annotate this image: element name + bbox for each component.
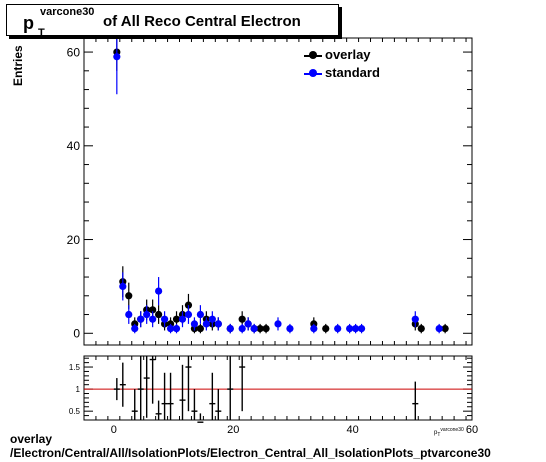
chart-title-text: of All Reco Central Electron [103, 13, 301, 30]
point-standard [357, 324, 366, 333]
point-overlay [322, 324, 330, 333]
point-standard [196, 310, 204, 319]
point-standard [238, 324, 246, 333]
point-standard [119, 282, 127, 291]
point-overlay [155, 310, 163, 319]
point-overlay [149, 306, 157, 314]
point-standard [166, 324, 175, 333]
legend-item-standard: standard [300, 65, 410, 81]
point-standard [202, 320, 210, 328]
ratio-x-tick-label: 40 [346, 424, 358, 436]
legend-item-overlay: overlay [300, 47, 410, 63]
point-standard [125, 310, 133, 319]
point-overlay [172, 315, 181, 323]
footer-line-2: /Electron/Central/All/IsolationPlots/Ele… [10, 446, 491, 460]
footer-line-1: overlay [10, 432, 53, 446]
point-standard [411, 315, 419, 323]
point-standard [435, 324, 443, 333]
legend-marker-overlay [309, 51, 317, 59]
ratio-frame [83, 355, 473, 421]
ratio-x-tick-label: 0 [111, 424, 117, 436]
point-standard [226, 324, 234, 333]
point-overlay [262, 324, 270, 333]
ratio-plot: 0 20 40 60 0.5 1 1.5 [69, 355, 478, 436]
ratio-x-tick-label: 60 [466, 424, 478, 436]
chart-title-box: p varcone30 T of All Reco Central Electr… [6, 4, 339, 39]
point-standard [143, 310, 151, 319]
point-standard [274, 320, 282, 328]
point-standard [190, 320, 199, 328]
point-overlay [196, 324, 204, 333]
ratio-y-tick-label: 0.5 [69, 407, 81, 416]
point-standard [131, 324, 139, 333]
legend: overlay standard [300, 45, 410, 83]
chart-title-subscript: T [38, 27, 45, 39]
main-y-tick-label: 0 [73, 327, 80, 341]
point-standard [113, 53, 121, 61]
point-standard [244, 320, 252, 328]
ratio-x-tick-label: 20 [227, 424, 239, 436]
point-standard [172, 324, 181, 333]
main-y-tick-label: 20 [67, 233, 81, 247]
point-standard [160, 315, 169, 323]
y-axis-label: Entries [11, 45, 25, 86]
main-plot: 0 20 40 60 [67, 19, 473, 346]
point-standard [334, 324, 342, 333]
chart-title-superscript: varcone30 [40, 6, 95, 18]
point-overlay [125, 292, 133, 300]
point-standard [184, 310, 193, 319]
point-standard [286, 324, 294, 333]
legend-label-overlay: overlay [325, 47, 371, 62]
point-standard [178, 315, 187, 323]
point-standard [310, 324, 318, 333]
point-overlay [238, 315, 246, 323]
main-frame [83, 37, 473, 346]
x-axis-label: pTvarcone30 [434, 427, 464, 439]
legend-marker-standard [309, 69, 317, 77]
chart-title-main: p [23, 13, 34, 33]
point-standard [149, 315, 157, 323]
legend-label-standard: standard [325, 65, 380, 80]
point-standard [346, 324, 354, 333]
ratio-y-tick-label: 1 [76, 385, 81, 394]
point-standard [214, 320, 222, 328]
point-overlay [441, 324, 449, 333]
main-y-tick-label: 40 [67, 139, 81, 153]
point-overlay [417, 324, 425, 333]
main-y-tick-label: 60 [67, 45, 81, 59]
point-overlay [256, 324, 264, 333]
point-standard [155, 287, 163, 295]
point-standard [137, 315, 145, 323]
ratio-y-tick-label: 1.5 [69, 363, 81, 372]
point-standard [208, 315, 216, 323]
point-standard [352, 324, 360, 333]
point-standard [250, 324, 258, 333]
